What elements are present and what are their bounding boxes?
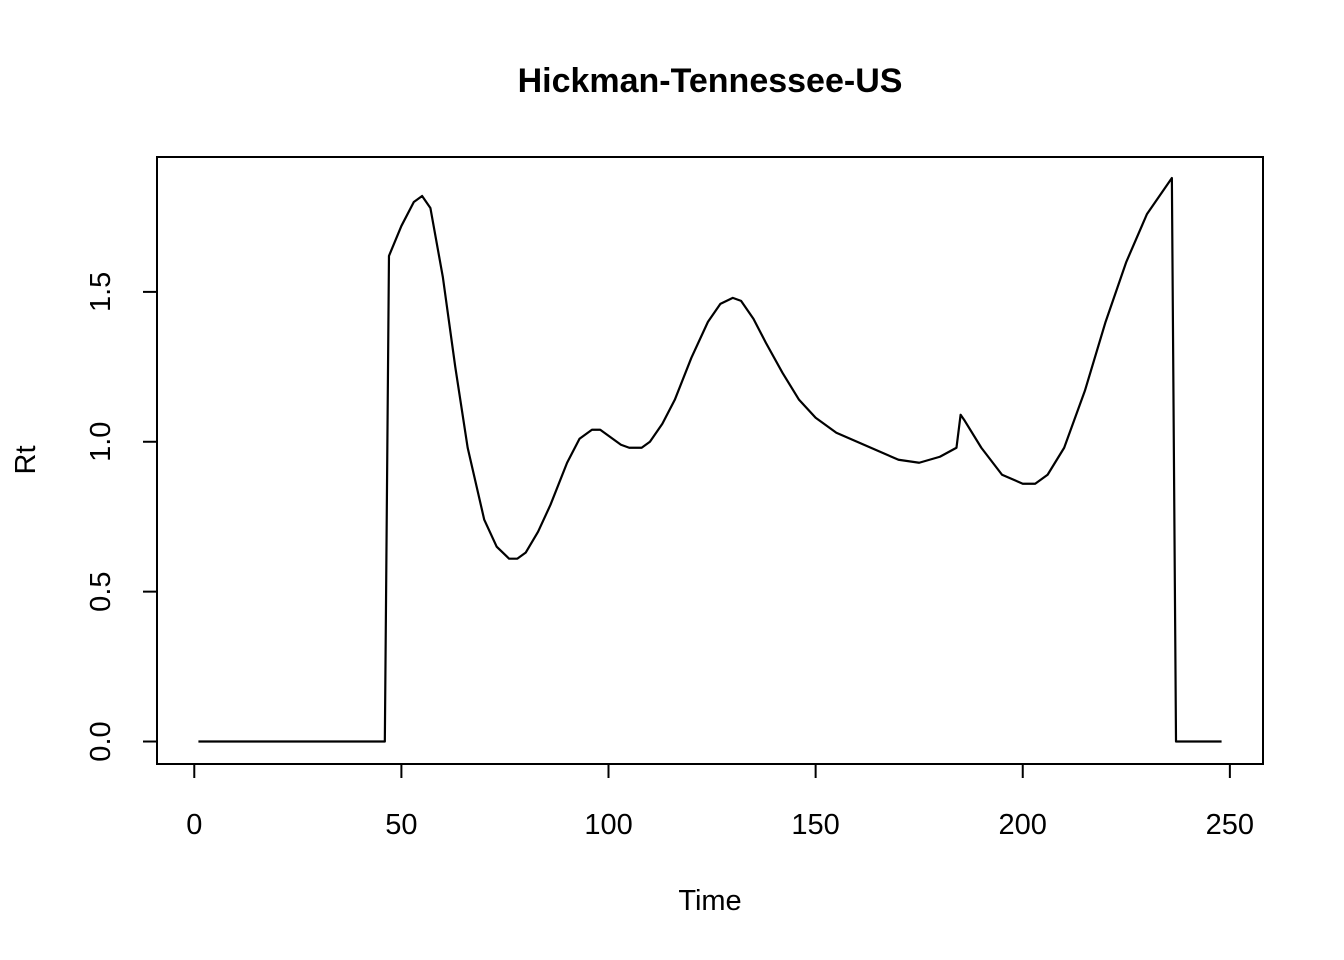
rt-series-line	[198, 176, 1222, 743]
x-tick-label: 100	[584, 809, 632, 841]
y-tick-label: 0.0	[85, 721, 117, 761]
y-axis: 0.0 0.5 1.0 1.5	[85, 272, 158, 762]
chart-title: Hickman-Tennessee-US	[518, 62, 903, 100]
y-axis-label: Rt	[10, 446, 42, 475]
x-tick-label: 50	[385, 809, 417, 841]
y-tick-label: 0.5	[85, 571, 117, 611]
x-tick-label: 250	[1206, 809, 1254, 841]
x-tick-label: 0	[186, 809, 202, 841]
y-tick-label: 1.0	[85, 422, 117, 462]
x-tick-label: 200	[999, 809, 1047, 841]
x-tick-label: 150	[791, 809, 839, 841]
y-tick-label: 1.5	[85, 272, 117, 312]
plot-frame	[156, 156, 1264, 765]
x-axis-label: Time	[678, 885, 741, 917]
x-axis: 0 50 100 150 200 250	[186, 763, 1254, 841]
